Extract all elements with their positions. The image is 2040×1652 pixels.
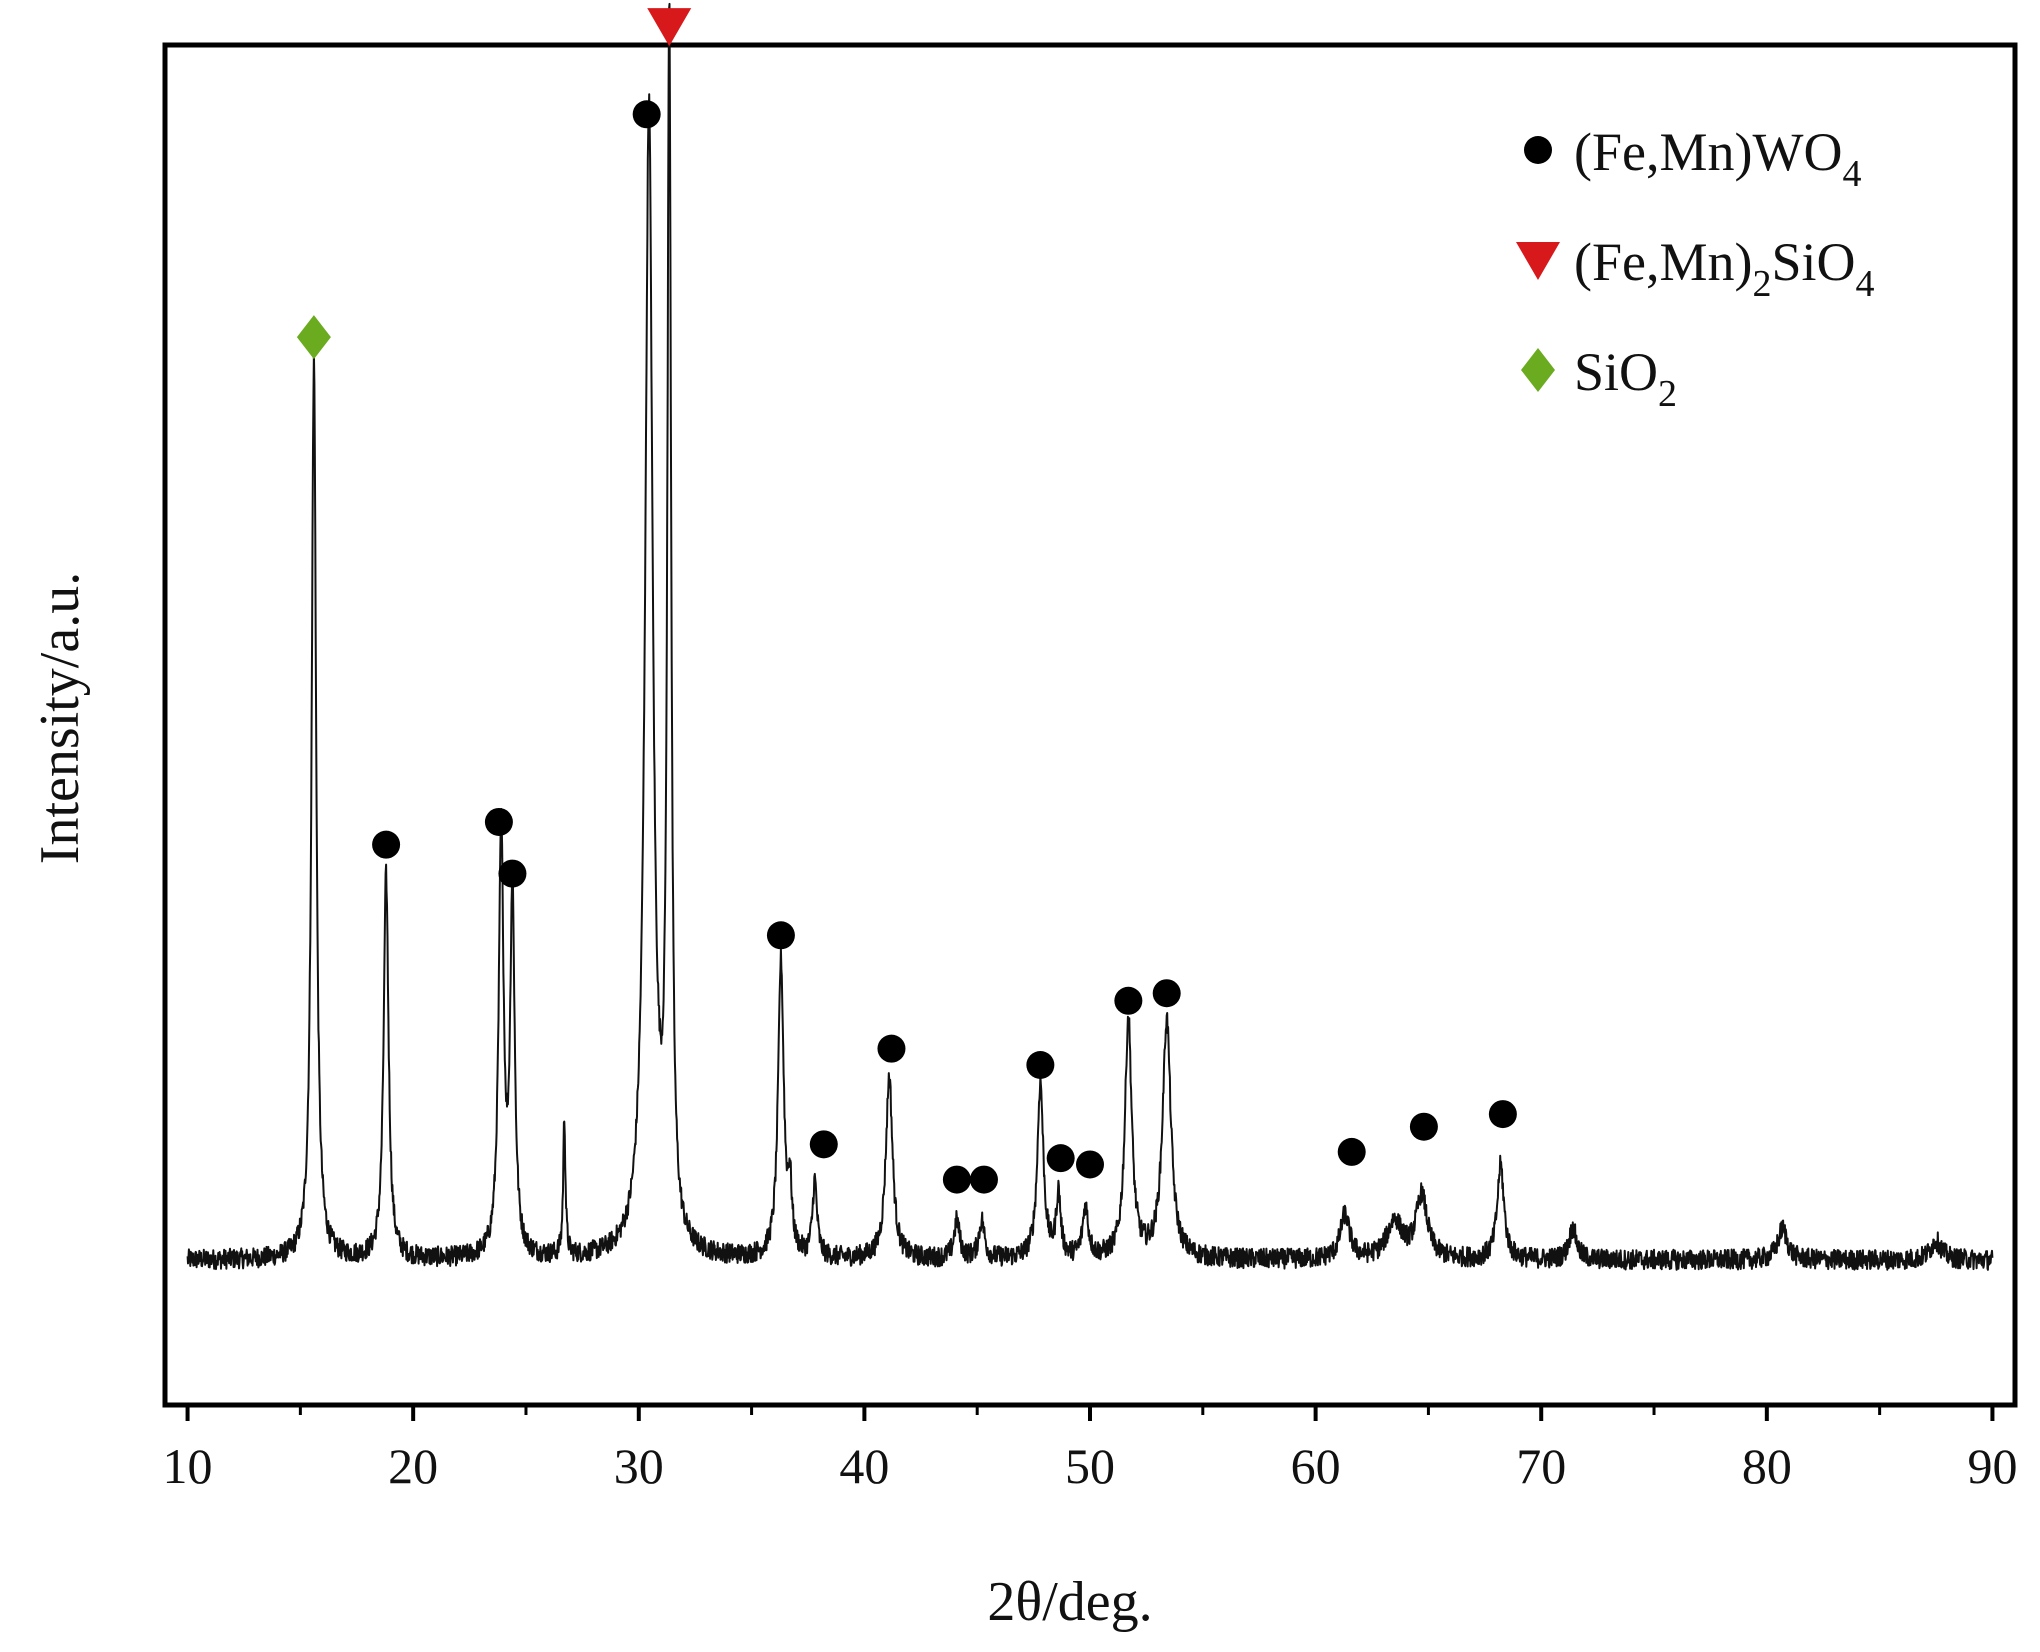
fe-mn-wo4-peak-marker (1337, 1137, 1366, 1166)
x-axis: 10 20 30 40 50 60 70 80 90 (163, 1405, 2017, 1494)
plot-area (162, 2, 2018, 1408)
fe-mn-wo4-peak-marker (809, 1130, 838, 1159)
legend-label: SiO2 (1574, 342, 1677, 415)
y-axis-label: Intensity/a.u. (29, 572, 91, 864)
legend-diamond-icon (1521, 348, 1555, 392)
fe-mn-wo4-peak-marker (1488, 1100, 1517, 1129)
fe-mn-wo4-peak-marker (632, 100, 661, 129)
xrd-pattern-line (186, 2, 1994, 1271)
legend-entry: (Fe,Mn)WO4 (1524, 122, 1861, 195)
x-tick-label: 20 (388, 1438, 438, 1494)
fe-mn-wo4-peak-marker (1409, 1112, 1438, 1141)
x-tick-label: 10 (163, 1438, 213, 1494)
legend-label: (Fe,Mn)WO4 (1574, 122, 1861, 195)
fe-mn-wo4-peak-marker (1114, 986, 1143, 1015)
fe-mn-wo4-peak-marker (969, 1165, 998, 1194)
x-tick-label: 40 (839, 1438, 889, 1494)
legend: (Fe,Mn)WO4 (Fe,Mn)2SiO4 SiO2 (1516, 122, 1875, 415)
fe-mn2-sio4-peak-marker (647, 8, 692, 47)
x-tick-label: 90 (1967, 1438, 2017, 1494)
sio2-peak-marker (296, 315, 331, 360)
fe-mn-wo4-peak-marker (877, 1034, 906, 1063)
fe-mn-wo4-peak-marker (498, 859, 527, 888)
fe-mn-wo4-peak-marker (484, 807, 513, 836)
fe-mn-wo4-peak-marker (372, 830, 401, 859)
legend-circle-icon (1524, 136, 1552, 164)
legend-entry: SiO2 (1521, 342, 1677, 415)
x-tick-label: 70 (1516, 1438, 1566, 1494)
legend-entry: (Fe,Mn)2SiO4 (1516, 232, 1875, 305)
x-axis-label: 2θ/deg. (987, 1571, 1152, 1633)
fe-mn-wo4-peak-marker (1076, 1150, 1104, 1179)
fe-mn-wo4-peak-marker (1046, 1144, 1075, 1173)
fe-mn-wo4-peak-marker (1152, 979, 1181, 1008)
fe-mn-wo4-peak-marker (942, 1165, 971, 1194)
fe-mn-wo4-peak-marker (1026, 1051, 1055, 1079)
legend-triangle-icon (1516, 242, 1560, 280)
x-tick-label: 50 (1065, 1438, 1115, 1494)
x-tick-label: 30 (614, 1438, 664, 1494)
x-tick-label: 80 (1742, 1438, 1792, 1494)
legend-label: (Fe,Mn)2SiO4 (1574, 232, 1875, 305)
fe-mn-wo4-peak-marker (766, 921, 795, 950)
x-tick-label: 60 (1291, 1438, 1341, 1494)
